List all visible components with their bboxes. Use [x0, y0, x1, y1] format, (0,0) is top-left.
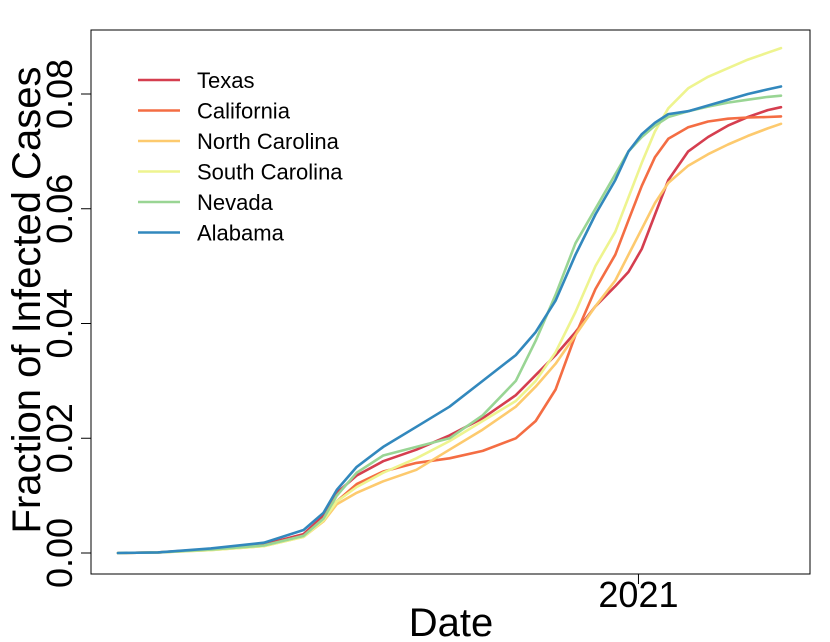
legend-label: Alabama	[197, 221, 285, 246]
x-tick-label: 2021	[598, 574, 678, 615]
y-axis-title: Fraction of Infected Cases	[5, 67, 49, 534]
series-line-south-carolina	[116, 46, 783, 555]
y-tick-label: 0.08	[39, 59, 80, 129]
legend-item: South Carolina	[138, 160, 343, 185]
series-line-north-carolina	[116, 122, 783, 555]
legend-label: Nevada	[197, 190, 274, 215]
legend-item: California	[138, 99, 291, 124]
legend-label: South Carolina	[197, 160, 343, 185]
legend-item: North Carolina	[138, 129, 340, 154]
plot-frame	[90, 29, 811, 575]
y-tick-label: 0.04	[39, 288, 80, 358]
y-tick-label: 0.06	[39, 174, 80, 244]
legend-item: Nevada	[138, 190, 274, 215]
x-axis-title: Date	[409, 601, 494, 642]
y-tick-label: 0.02	[39, 403, 80, 473]
legend-item: Texas	[138, 68, 254, 93]
x-axis: 2021	[598, 574, 679, 615]
legend-label: Texas	[197, 68, 254, 93]
legend-label: California	[197, 99, 291, 124]
legend-item: Alabama	[138, 221, 285, 246]
y-axis: 0.00 0.02 0.04 0.06 0.08	[39, 59, 91, 588]
series-line-alabama	[116, 85, 783, 555]
y-tick-label: 0.00	[39, 518, 80, 588]
legend-label: North Carolina	[197, 129, 340, 154]
legend: Texas California North Carolina South Carol…	[138, 68, 343, 246]
series-lines	[116, 46, 783, 555]
